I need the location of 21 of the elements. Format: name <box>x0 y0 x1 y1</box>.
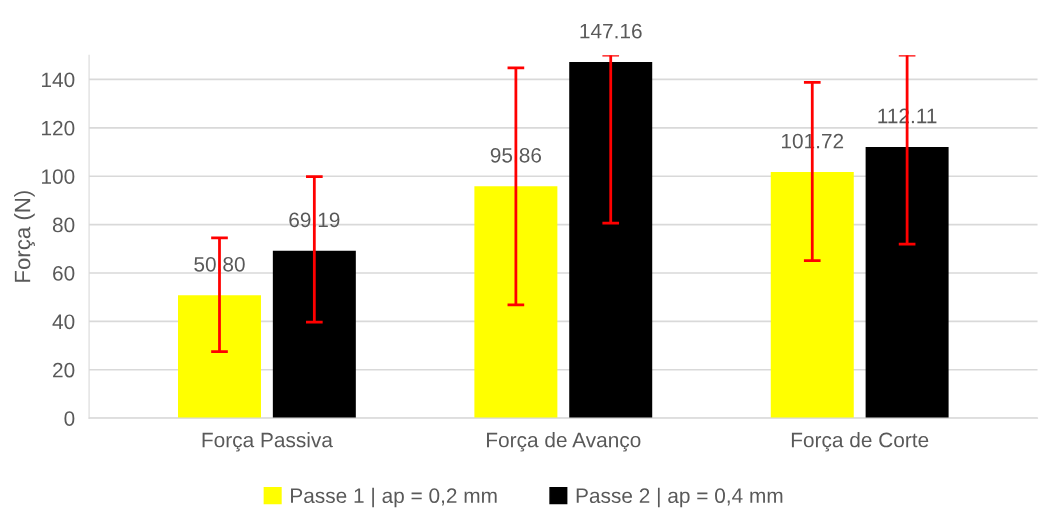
y-tick-label: 40 <box>52 314 75 330</box>
y-tick-label: 80 <box>52 217 75 233</box>
y-tick-label: 20 <box>53 362 75 378</box>
y-tick-label: 100 <box>42 169 75 184</box>
y-tick-label: 0 <box>64 411 75 426</box>
y-tick-label: 120 <box>42 120 75 136</box>
y-tick-label: 140 <box>42 72 75 88</box>
bar <box>865 146 949 419</box>
x-tick-label: Força de Avanço <box>487 432 641 452</box>
x-tick-label: Força de Corte <box>791 432 929 452</box>
y-tick-label: 60 <box>53 266 75 281</box>
x-tick-label: Força Passiva <box>202 432 333 452</box>
legend-label: Passe 1 | ap = 0,2 mm <box>291 487 497 508</box>
data-label: 147.16 <box>580 23 642 39</box>
bar <box>474 186 558 419</box>
bar <box>272 250 356 419</box>
bar <box>569 62 653 419</box>
y-axis-title: Força (N) <box>14 191 35 282</box>
bar <box>178 295 261 419</box>
legend-label: Passe 2 | ap = 0,4 mm <box>576 487 783 508</box>
bar <box>770 172 854 419</box>
